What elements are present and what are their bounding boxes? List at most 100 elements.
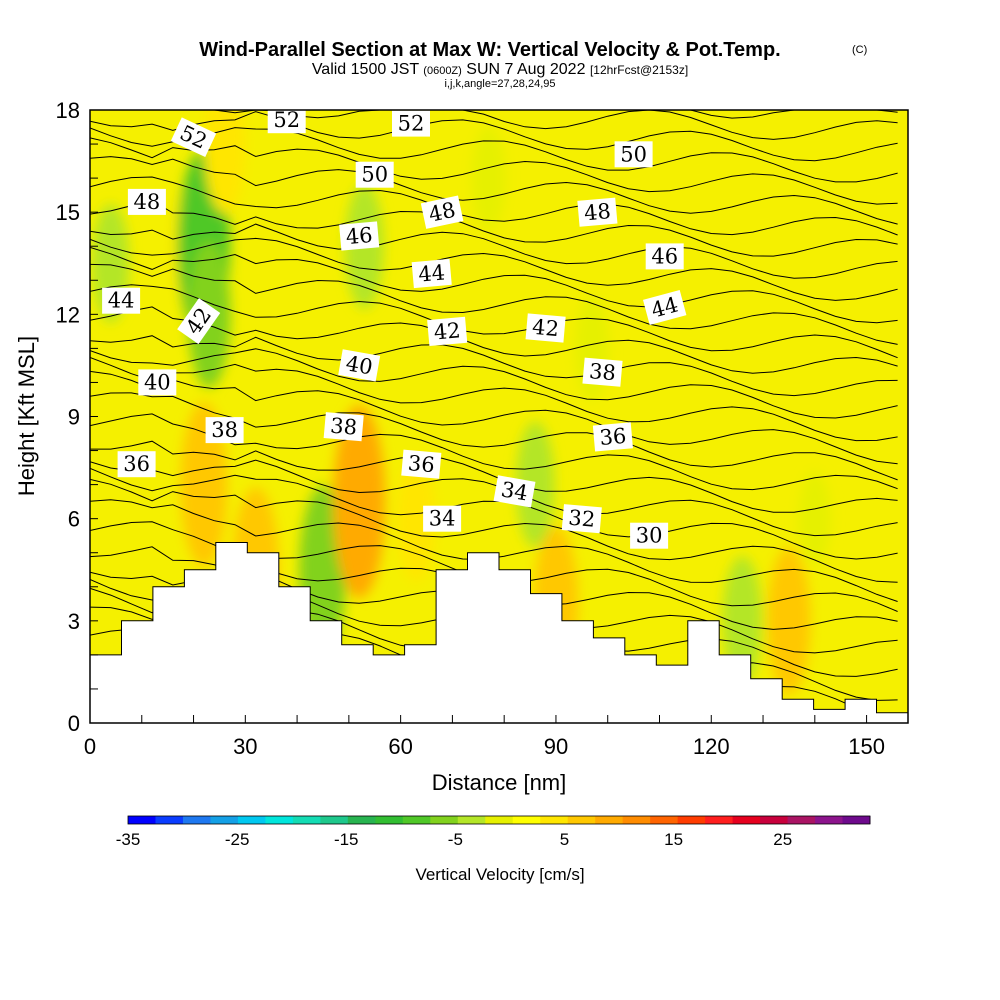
colorbar-swatch — [457, 816, 486, 824]
x-tick-label: 120 — [693, 734, 730, 759]
colorbar-swatch — [210, 816, 239, 824]
isentrope-label-text: 42 — [433, 318, 462, 344]
y-tick-label: 15 — [56, 200, 80, 225]
colorbar-tick-label: 25 — [773, 830, 792, 849]
isentrope-label-text: 32 — [567, 506, 596, 532]
isentrope-line — [90, 199, 898, 257]
y-tick-label: 12 — [56, 302, 80, 327]
colorbar — [127, 815, 871, 825]
isentrope-label-text: 38 — [329, 414, 358, 440]
isentrope-line — [90, 156, 898, 225]
isentrope-label: 50 — [614, 141, 653, 168]
colorbar-swatch — [705, 816, 734, 824]
colorbar-swatch — [237, 816, 266, 824]
isentrope-label: 42 — [525, 313, 566, 343]
isentrope-line — [90, 284, 898, 359]
isentrope-label-text: 36 — [123, 452, 150, 476]
colorbar-swatch — [265, 816, 294, 824]
colorbar-swatch — [732, 816, 761, 824]
colorbar-frame — [127, 815, 871, 825]
isentrope-label-text: 50 — [361, 163, 388, 187]
isentrope-line — [90, 223, 898, 279]
colorbar-swatch — [430, 816, 459, 824]
isentrope-label-text: 44 — [417, 260, 446, 286]
colorbar-swatch — [320, 816, 349, 824]
isentrope-label-text: 50 — [620, 142, 647, 166]
isentrope-line — [90, 176, 898, 236]
isentrope-label-text: 42 — [531, 315, 560, 341]
colorbar-swatch — [787, 816, 816, 824]
velocity-cell — [722, 556, 763, 686]
x-axis-label: Distance [nm] — [432, 770, 567, 795]
isentrope-line — [90, 335, 898, 397]
x-axis: 0 30 60 90 120 150 — [84, 715, 885, 759]
isentrope-line — [90, 237, 898, 301]
velocity-cell — [798, 471, 831, 566]
y-tick-label: 3 — [68, 609, 80, 634]
colorbar-swatch — [842, 816, 871, 824]
colorbar-tick-label: 5 — [560, 830, 569, 849]
x-tick-label: 150 — [848, 734, 885, 759]
isentrope-label: 48 — [577, 197, 618, 227]
colorbar-tick-label: 15 — [664, 830, 683, 849]
isentrope-label: 40 — [138, 369, 177, 396]
x-tick-label: 60 — [388, 734, 412, 759]
isentrope-label: 38 — [323, 412, 364, 442]
isentrope-label-text: 48 — [583, 199, 612, 225]
isentrope-label: 34 — [493, 475, 536, 508]
colorbar-swatch — [815, 816, 844, 824]
isentrope-line — [90, 263, 898, 345]
isentrope-label-text: 36 — [599, 424, 628, 450]
isentrope-label: 52 — [392, 110, 430, 137]
colorbar-tick-label: -25 — [225, 830, 250, 849]
colorbar-swatch — [347, 816, 376, 824]
isentrope-line — [90, 478, 898, 583]
colorbar-swatch — [485, 816, 514, 824]
colorbar-ticks: -35 -25 -15 -5 5 15 25 — [116, 830, 792, 849]
isentrope-label-text: 38 — [211, 418, 238, 442]
isentrope-label: 48 — [127, 188, 166, 215]
isentrope-label: 50 — [355, 161, 394, 188]
isentrope-label-text: 48 — [427, 198, 458, 227]
colorbar-swatch — [567, 816, 596, 824]
isentrope-label: 48 — [420, 195, 464, 229]
isentrope-label: 44 — [411, 258, 452, 289]
velocity-cell — [333, 405, 386, 599]
x-tick-label: 90 — [544, 734, 568, 759]
isentrope-label: 38 — [582, 357, 623, 387]
isentrope-line — [90, 392, 898, 481]
isentrope-label-text: 34 — [429, 507, 456, 531]
colorbar-swatch — [155, 816, 184, 824]
isentrope-line — [90, 306, 898, 374]
y-tick-label: 18 — [56, 98, 80, 123]
colorbar-swatch — [292, 816, 321, 824]
isentrope-line — [90, 357, 898, 442]
isentrope-line — [90, 137, 898, 205]
valid-time-line: Valid 1500 JST (0600Z) SUN 7 Aug 2022 [1… — [312, 61, 688, 78]
isentrope-label: 34 — [423, 505, 462, 532]
colorbar-swatch — [760, 816, 789, 824]
y-tick-label: 6 — [68, 507, 80, 532]
isentrope-label: 38 — [205, 417, 244, 444]
y-axis-label: Height [Kft MSL] — [14, 336, 39, 496]
isentrope-label: 42 — [427, 316, 468, 347]
isentrope-line — [90, 246, 898, 324]
isentrope-label: 40 — [338, 349, 381, 382]
colorbar-swatch — [402, 816, 431, 824]
x-tick-label: 0 — [84, 734, 96, 759]
colorbar-swatch — [182, 816, 211, 824]
isentrope-line — [90, 370, 898, 465]
isentrope-label: 36 — [592, 422, 633, 452]
isentrope-label-text: 46 — [345, 223, 374, 249]
isentrope-label: 44 — [642, 290, 687, 325]
colorbar-swatch — [540, 816, 569, 824]
colorbar-swatch — [128, 816, 156, 824]
velocity-cell — [515, 421, 555, 548]
colorbar-swatch — [650, 816, 679, 824]
colorbar-tick-label: -5 — [448, 830, 463, 849]
terrain — [90, 542, 908, 723]
colorbar-tick-label: -15 — [334, 830, 359, 849]
isentrope-line — [90, 440, 898, 513]
